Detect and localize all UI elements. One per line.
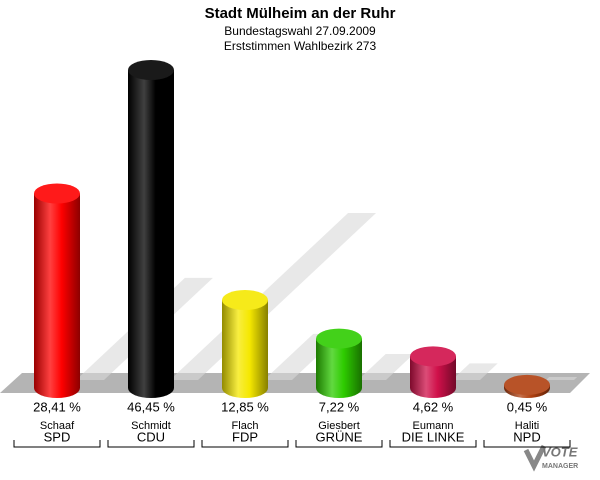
value-label: 7,22 % (319, 399, 360, 414)
bar-top (504, 374, 550, 395)
candidate-label: Giesbert (318, 420, 360, 432)
category-bracket (107, 440, 195, 448)
logo-text: MANAGER (542, 463, 578, 470)
candidate-label: Schaaf (40, 420, 75, 432)
bar (128, 70, 174, 398)
chart-subtitle: Erststimmen Wahlbezirk 273 (224, 39, 377, 53)
bar-top (410, 346, 456, 367)
x-tick-label: NPD (513, 429, 540, 444)
category-bracket (389, 440, 477, 448)
bar-shadow (170, 213, 377, 380)
value-label: 4,62 % (413, 399, 454, 414)
chart-title: Stadt Mülheim an der Ruhr (205, 5, 396, 22)
x-tick-label: DIE LINKE (402, 429, 465, 444)
logo-check (523, 444, 547, 472)
candidate-label: Flach (232, 420, 259, 432)
x-tick-label: CDU (137, 429, 165, 444)
category-bracket (13, 440, 101, 448)
value-label: 12,85 % (221, 399, 269, 414)
bar (316, 338, 362, 398)
bar-top (222, 290, 268, 311)
x-tick-label: FDP (232, 429, 258, 444)
bar-top (34, 183, 80, 204)
chart-subtitle: Bundestagswahl 27.09.2009 (224, 24, 376, 38)
value-label: 28,41 % (33, 399, 81, 414)
value-label: 46,45 % (127, 399, 175, 414)
value-label: 0,45 % (507, 399, 548, 414)
candidate-label: Eumann (413, 420, 454, 432)
bar (222, 300, 268, 398)
bar-shadow (358, 354, 414, 380)
candidate-label: Schmidt (131, 420, 171, 432)
x-tick-label: GRÜNE (316, 429, 363, 444)
bar-top (128, 60, 174, 80)
category-bracket (201, 440, 289, 448)
bar-shadow (452, 363, 498, 380)
logo: VOTE MANAGER (523, 444, 578, 472)
bar-top (316, 328, 362, 349)
bar-shadow (546, 377, 578, 380)
category-bracket (295, 440, 383, 448)
logo-text: VOTE (542, 444, 578, 459)
x-tick-label: SPD (44, 429, 71, 444)
candidate-label: Haliti (515, 420, 539, 432)
bar (34, 193, 80, 398)
bar (410, 356, 456, 398)
category-bracket (483, 440, 571, 448)
